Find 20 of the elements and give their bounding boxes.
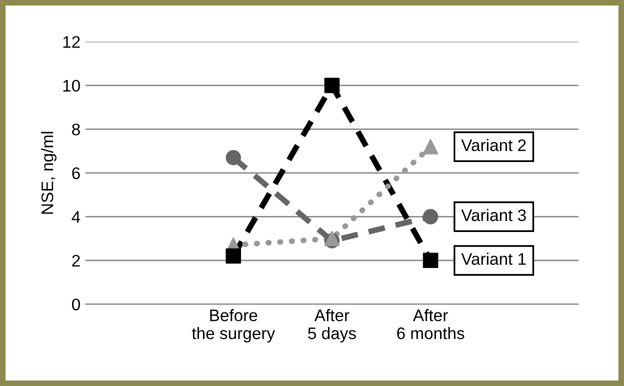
y-tick-label: 8 bbox=[72, 124, 80, 136]
y-tick-label: 12 bbox=[63, 36, 80, 48]
y-tick-label: 2 bbox=[72, 254, 80, 266]
point bbox=[422, 252, 438, 268]
y-tick-label: 0 bbox=[72, 298, 80, 310]
x-tick-label: Before the surgery bbox=[192, 309, 276, 343]
y-tick-label: 6 bbox=[72, 167, 80, 180]
series-label: Variant 2 bbox=[461, 138, 526, 152]
point bbox=[324, 78, 340, 94]
y-tick-label: 10 bbox=[63, 80, 80, 92]
point bbox=[422, 139, 438, 154]
point bbox=[226, 248, 242, 264]
x-tick-label: After 5 days bbox=[308, 309, 356, 343]
x-tick-label: After 6 months bbox=[397, 309, 464, 340]
y-axis-title: NSE, ng/ml bbox=[41, 132, 57, 214]
series-label: Variant 1 bbox=[461, 252, 526, 265]
point bbox=[226, 150, 242, 166]
point bbox=[422, 209, 438, 224]
y-tick-label: 4 bbox=[72, 211, 80, 223]
series-label: Variant 3 bbox=[461, 208, 526, 222]
